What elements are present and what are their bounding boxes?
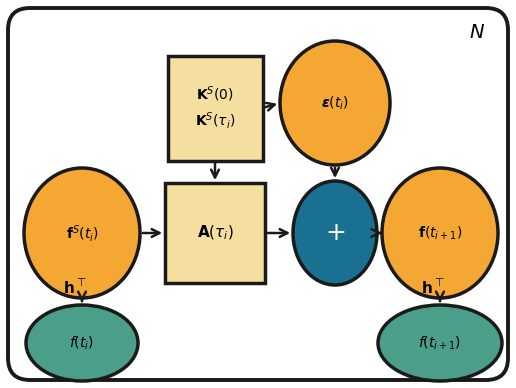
- Text: $\mathbf{f}(t_{i+1})$: $\mathbf{f}(t_{i+1})$: [418, 224, 462, 242]
- Text: $f(t_i)$: $f(t_i)$: [70, 334, 94, 352]
- Text: $\boldsymbol{\epsilon}(t_i)$: $\boldsymbol{\epsilon}(t_i)$: [321, 94, 349, 112]
- Text: $f(t_{i+1})$: $f(t_{i+1})$: [418, 334, 462, 352]
- Text: $+$: $+$: [325, 221, 345, 245]
- FancyBboxPatch shape: [8, 8, 508, 380]
- Ellipse shape: [280, 41, 390, 165]
- Text: $N$: $N$: [469, 24, 485, 43]
- Text: $\mathbf{A}(\tau_i)$: $\mathbf{A}(\tau_i)$: [197, 224, 233, 242]
- Ellipse shape: [378, 305, 502, 381]
- Ellipse shape: [24, 168, 140, 298]
- Ellipse shape: [293, 181, 377, 285]
- Ellipse shape: [382, 168, 498, 298]
- Text: $\mathbf{h}^\top$: $\mathbf{h}^\top$: [63, 279, 87, 297]
- FancyBboxPatch shape: [168, 55, 263, 161]
- Text: $\mathbf{K}^S(0)$
$\mathbf{K}^S(\tau_i)$: $\mathbf{K}^S(0)$ $\mathbf{K}^S(\tau_i)$: [195, 85, 235, 132]
- Text: $\mathbf{f}^S(t_i)$: $\mathbf{f}^S(t_i)$: [66, 222, 99, 244]
- FancyBboxPatch shape: [165, 183, 265, 283]
- Ellipse shape: [26, 305, 138, 381]
- Text: $\mathbf{h}^\top$: $\mathbf{h}^\top$: [421, 279, 445, 297]
